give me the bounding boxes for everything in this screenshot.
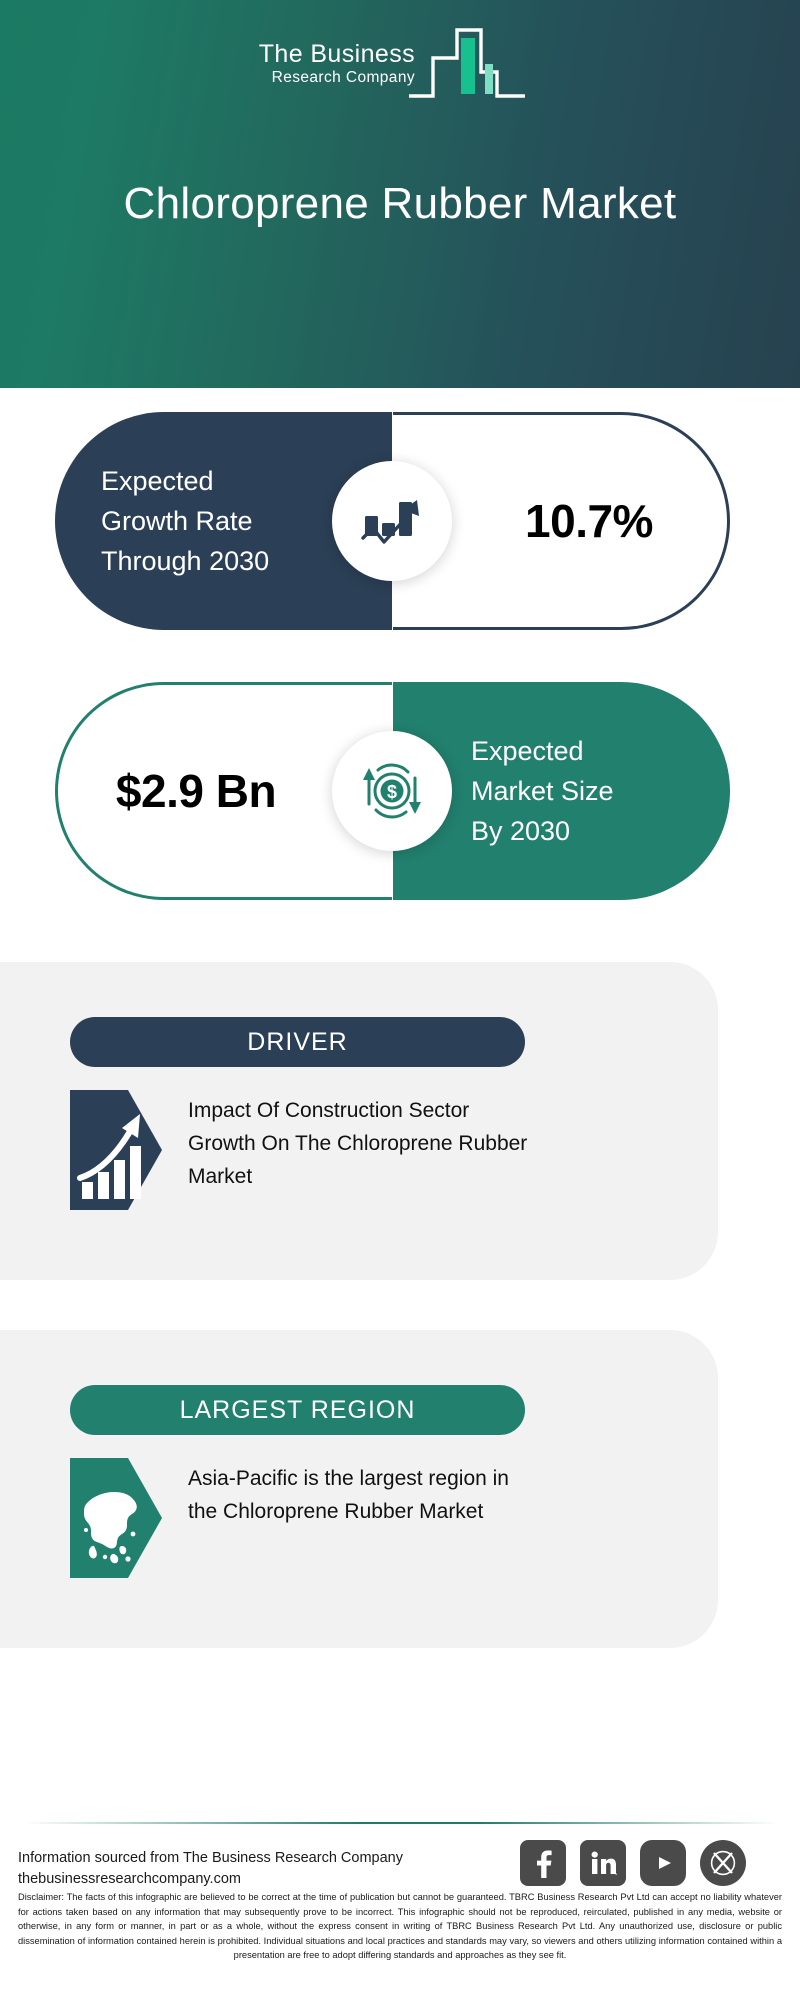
growth-bar-chart-hex-icon bbox=[70, 1090, 162, 1210]
size-label-line-3: By 2030 bbox=[471, 816, 571, 846]
driver-body: Impact Of Construction Sector Growth On … bbox=[70, 1090, 670, 1210]
linkedin-icon[interactable]: ™ bbox=[580, 1840, 626, 1886]
growth-rate-label: Expected Growth Rate Through 2030 bbox=[55, 461, 392, 581]
panel-largest-region: LARGEST REGION Asia- bbox=[0, 1330, 718, 1648]
market-size-value: $2.9 Bn bbox=[115, 765, 277, 817]
linkedin-glyph: ™ bbox=[591, 1851, 617, 1877]
logo-line-1: The Business bbox=[258, 40, 415, 68]
facebook-icon[interactable] bbox=[520, 1840, 566, 1886]
growth-rate-value: 10.7% bbox=[525, 495, 653, 547]
growth-chart-arrow-icon bbox=[361, 500, 419, 544]
growth-label-line-1: Expected bbox=[101, 466, 214, 496]
region-text: Asia-Pacific is the largest region in th… bbox=[188, 1467, 509, 1523]
growth-label-line-2: Growth Rate bbox=[101, 506, 253, 536]
x-twitter-icon[interactable] bbox=[700, 1840, 746, 1886]
stat-card-market-size: $2.9 Bn Expected Market Size By 2030 $ bbox=[55, 682, 730, 900]
page-title: Chloroprene Rubber Market bbox=[123, 179, 677, 228]
footer-source: Information sourced from The Business Re… bbox=[18, 1848, 403, 1890]
region-body: Asia-Pacific is the largest region in th… bbox=[70, 1458, 670, 1578]
stat-card-growth-rate: Expected Growth Rate Through 2030 10.7% bbox=[55, 412, 730, 630]
logo-line-2: Research Company bbox=[271, 69, 415, 86]
asia-map-hex-icon bbox=[70, 1458, 162, 1578]
svg-text:$: $ bbox=[387, 782, 397, 802]
dollar-circulation-icon: $ bbox=[363, 763, 421, 819]
youtube-icon[interactable] bbox=[640, 1840, 686, 1886]
market-size-icon-bubble: $ bbox=[332, 731, 452, 851]
social-links: ™ bbox=[520, 1840, 780, 1886]
growth-label-line-3: Through 2030 bbox=[101, 546, 270, 576]
largest-region-pill: LARGEST REGION bbox=[70, 1385, 525, 1435]
bar-chart-logo-mark bbox=[409, 28, 525, 98]
driver-hex-shape bbox=[70, 1090, 162, 1210]
footer-divider bbox=[22, 1822, 778, 1824]
driver-pill: DRIVER bbox=[70, 1017, 525, 1067]
youtube-glyph bbox=[659, 1857, 671, 1869]
panel-driver: DRIVER Impact Of Construction Sector Gro… bbox=[0, 962, 718, 1280]
footer-website-link[interactable]: thebusinessresearchcompany.com bbox=[18, 1871, 241, 1887]
size-label-line-2: Market Size bbox=[471, 776, 614, 806]
size-label-line-1: Expected bbox=[471, 736, 584, 766]
header-banner: The Business Research Company Chloropren… bbox=[0, 0, 800, 388]
logo-wordmark: The Business Research Company bbox=[215, 40, 415, 88]
driver-text: Impact Of Construction Sector Growth On … bbox=[188, 1099, 528, 1188]
market-size-label: Expected Market Size By 2030 bbox=[393, 731, 730, 851]
x-glyph bbox=[710, 1850, 736, 1876]
footer-source-line-1: Information sourced from The Business Re… bbox=[18, 1850, 403, 1866]
disclaimer-text: Disclaimer: The facts of this infographi… bbox=[18, 1892, 782, 1961]
facebook-glyph bbox=[537, 1850, 552, 1878]
company-logo: The Business Research Company bbox=[215, 24, 535, 102]
region-hex-shape bbox=[70, 1458, 162, 1578]
growth-icon-bubble bbox=[332, 461, 452, 581]
svg-text:™: ™ bbox=[614, 1872, 617, 1877]
